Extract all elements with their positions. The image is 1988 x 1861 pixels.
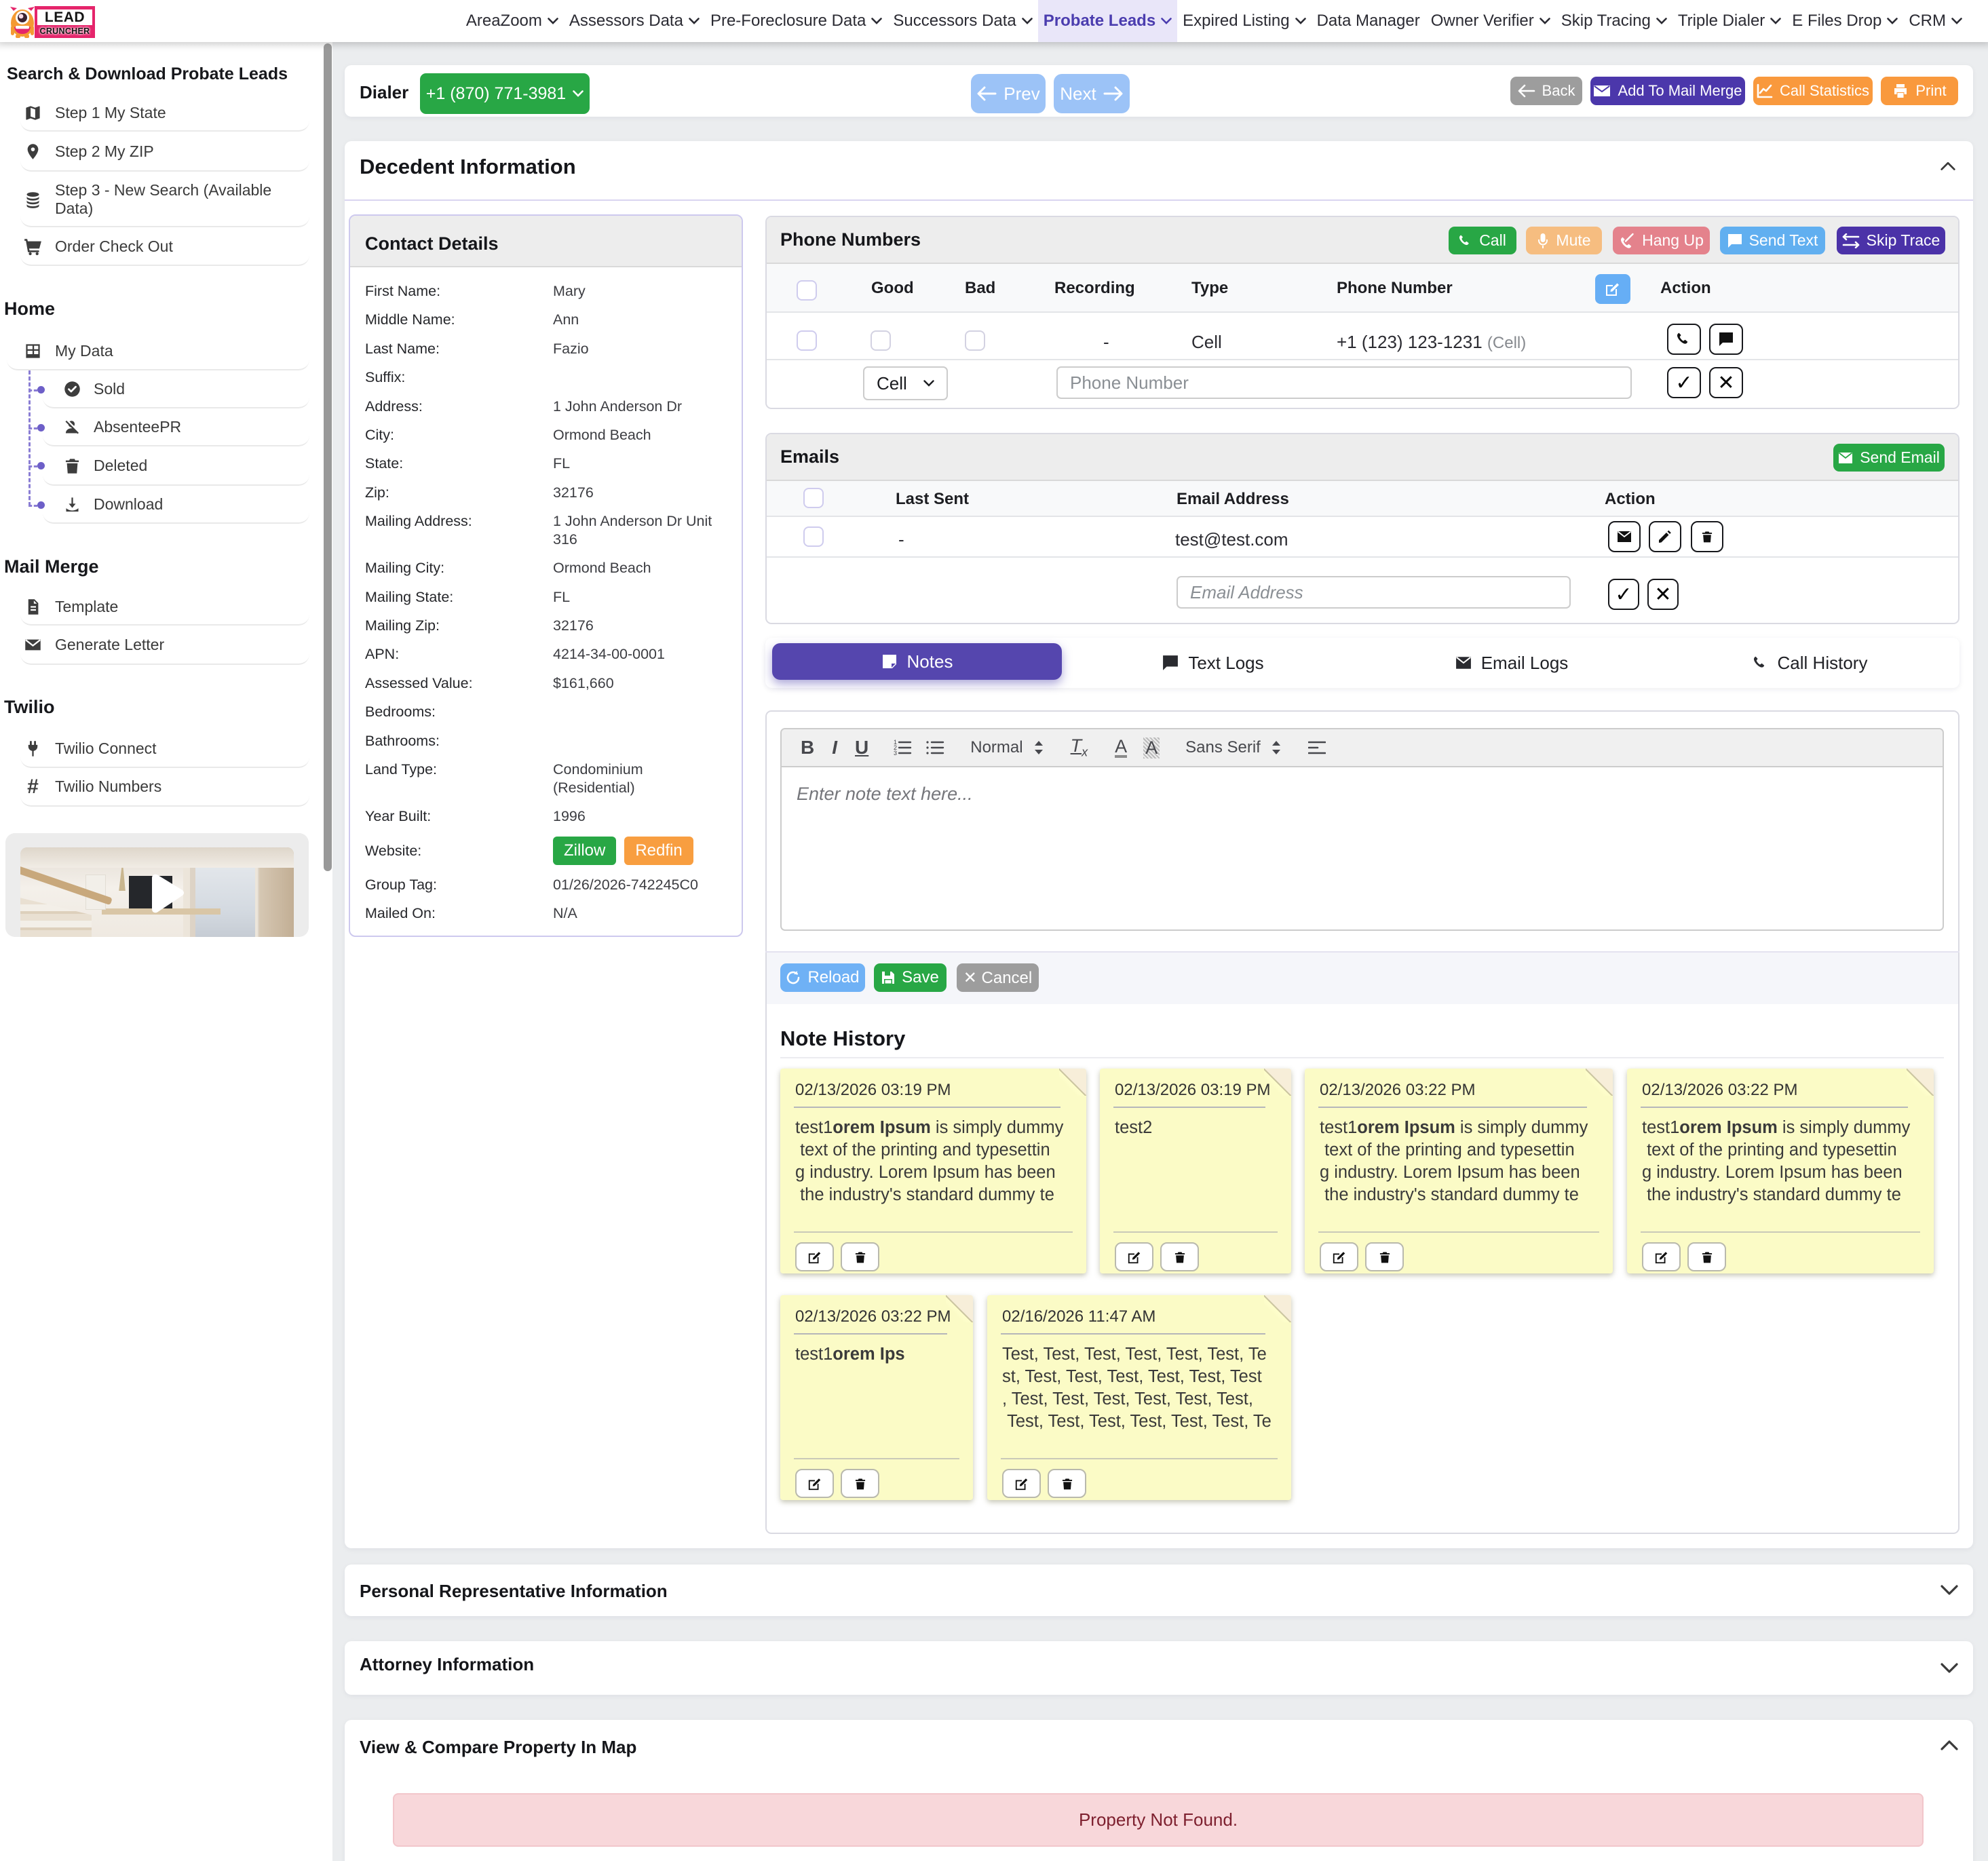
svg-text:3: 3 (894, 750, 897, 756)
svg-text:2: 2 (894, 744, 897, 751)
svg-text:1: 1 (894, 740, 897, 746)
